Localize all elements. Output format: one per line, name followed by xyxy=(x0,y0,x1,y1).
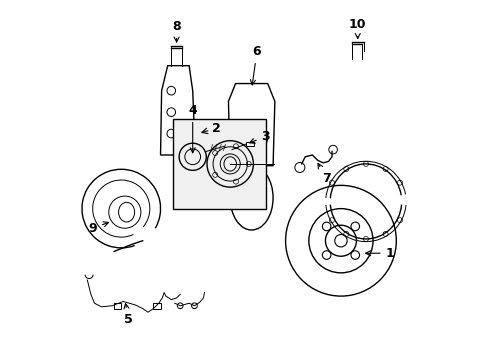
Text: 1: 1 xyxy=(365,247,393,260)
Text: 6: 6 xyxy=(250,45,261,85)
Bar xyxy=(114,303,121,309)
Bar xyxy=(246,142,254,146)
Bar xyxy=(173,119,265,208)
Text: 8: 8 xyxy=(172,20,181,42)
Text: 9: 9 xyxy=(88,222,108,235)
Text: 4: 4 xyxy=(188,104,197,153)
Text: 5: 5 xyxy=(124,303,133,326)
Text: 3: 3 xyxy=(249,130,270,143)
Text: 7: 7 xyxy=(317,163,330,185)
Text: 2: 2 xyxy=(211,122,220,135)
Text: 10: 10 xyxy=(348,18,366,39)
Bar xyxy=(153,303,160,309)
